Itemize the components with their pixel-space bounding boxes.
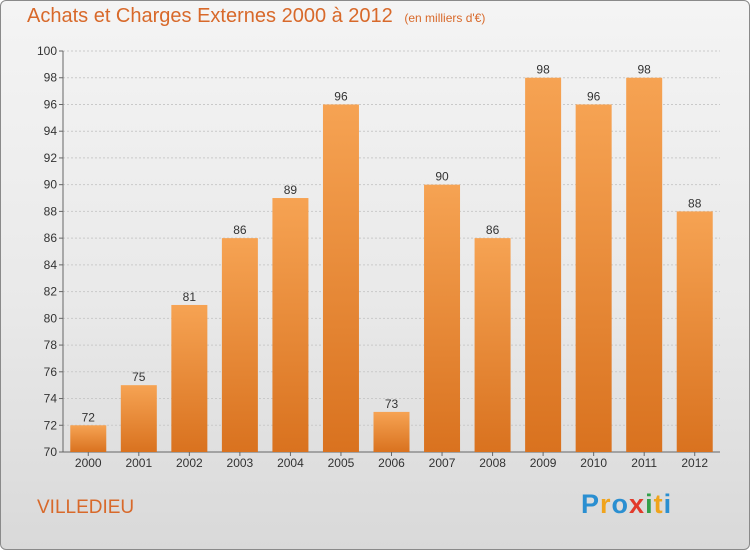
x-tick-label: 2000 [75,456,102,470]
logo-letter: x [629,489,646,519]
x-tick-label: 2004 [277,456,304,470]
bar [221,238,258,452]
x-tick-label: 2011 [631,456,657,470]
x-tick-label: 2003 [227,456,254,470]
logo-letter: t [653,489,664,519]
chart-title-block: Achats et Charges Externes 2000 à 2012 (… [27,5,485,28]
data-label: 75 [132,370,146,384]
data-label: 86 [233,223,247,237]
bar [424,184,461,452]
y-tick-label: 72 [44,418,58,432]
bar [322,104,359,452]
logo-letter: P [581,489,601,519]
proxiti-logo: Proxiti [581,489,672,520]
y-tick-label: 78 [44,338,58,352]
x-tick-label: 2012 [681,456,708,470]
y-tick-label: 70 [44,445,58,459]
y-tick-label: 88 [44,204,58,218]
y-tick-label: 82 [44,285,58,299]
x-tick-label: 2009 [530,456,557,470]
y-tick-label: 90 [44,178,58,192]
x-tick-label: 2008 [479,456,506,470]
logo-letter: o [611,489,630,519]
data-label: 86 [486,223,500,237]
y-tick-label: 74 [44,392,58,406]
y-tick-label: 86 [44,231,58,245]
x-tick-label: 2002 [176,456,203,470]
bar [525,77,562,452]
bar [272,198,309,452]
data-label: 88 [688,196,702,210]
bar [474,238,511,452]
logo-letter: i [663,489,673,519]
x-tick-label: 2001 [125,456,152,470]
x-tick-label: 2006 [378,456,405,470]
bar [626,77,663,452]
y-tick-label: 80 [44,311,58,325]
logo-letter: r [600,489,612,519]
logo-letter: i [645,489,654,519]
bar [120,385,157,452]
x-tick-label: 2005 [328,456,355,470]
y-tick-label: 94 [44,124,58,138]
data-label: 98 [638,63,652,77]
data-label: 98 [536,63,550,77]
data-label: 96 [587,89,601,103]
data-label: 81 [183,290,197,304]
data-label: 96 [334,89,348,103]
y-tick-label: 92 [44,151,58,165]
bar [171,304,208,452]
x-tick-label: 2010 [580,456,607,470]
x-tick-label: 2007 [429,456,456,470]
y-tick-label: 100 [37,44,57,58]
data-label: 73 [385,397,399,411]
chart-title: Achats et Charges Externes 2000 à 2012 [27,5,393,27]
data-label: 89 [284,183,298,197]
y-tick-label: 84 [44,258,58,272]
y-tick-label: 96 [44,97,58,111]
bar [70,425,107,452]
chart-subtitle: (en milliers d'€) [404,11,486,25]
town-name: VILLEDIEU [37,497,135,518]
bar [575,104,612,452]
data-label: 90 [435,170,449,184]
data-label: 72 [82,410,96,424]
bar [373,411,410,452]
bar [676,211,713,452]
y-tick-label: 98 [44,71,58,85]
y-tick-label: 76 [44,365,58,379]
